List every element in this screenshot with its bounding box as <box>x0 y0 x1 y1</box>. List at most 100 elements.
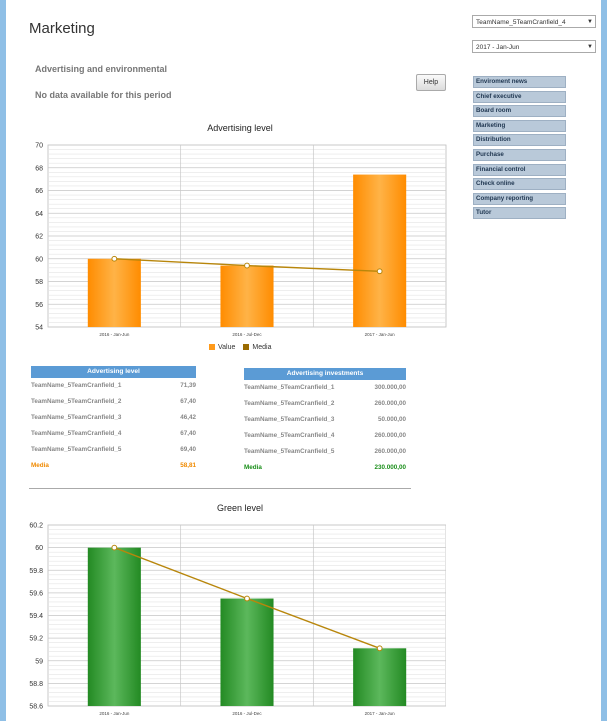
bar <box>353 174 407 327</box>
y-tick-label: 59 <box>35 658 43 665</box>
team-name: TeamName_5TeamCranfield_3 <box>244 416 335 423</box>
y-tick-label: 59.4 <box>29 613 43 620</box>
team-select[interactable]: TeamName_5TeamCranfield_4 ▼ <box>472 15 596 28</box>
page-title: Marketing <box>29 20 95 37</box>
period-select-value: 2017 - Jan-Jun <box>476 44 520 51</box>
value-swatch-icon <box>209 344 215 351</box>
team-select-value: TeamName_5TeamCranfield_4 <box>476 19 566 26</box>
y-tick-label: 58 <box>35 279 43 286</box>
media-value: 58,81 <box>180 462 196 469</box>
y-tick-label: 56 <box>35 302 43 309</box>
section-divider <box>29 488 411 489</box>
media-label: Media <box>244 464 262 471</box>
chart-legend: Value Media <box>209 344 271 351</box>
row-value: 260.000,00 <box>374 400 406 407</box>
y-tick-label: 66 <box>35 188 43 195</box>
bar <box>353 648 407 706</box>
table-row: TeamName_5TeamCranfield_1 71,39 <box>31 378 196 394</box>
row-value: 300.000,00 <box>374 384 406 391</box>
y-tick-label: 59.6 <box>29 590 43 597</box>
media-swatch-icon <box>243 344 250 351</box>
media-point <box>244 262 250 269</box>
right-window-edge <box>601 0 607 721</box>
y-tick-label: 68 <box>35 165 43 172</box>
y-tick-label: 58.8 <box>29 681 43 688</box>
media-row: Media 58,81 <box>31 458 196 474</box>
row-value: 46,42 <box>180 414 196 421</box>
section-subtitle: Advertising and environmental <box>35 64 168 74</box>
y-tick-label: 64 <box>35 211 43 218</box>
row-value: 67,40 <box>180 398 196 405</box>
legend-item-value: Value <box>209 344 235 351</box>
y-tick-label: 59.2 <box>29 636 43 643</box>
nav-item-check-online[interactable]: Check online <box>473 178 566 191</box>
y-tick-label: 60 <box>35 256 43 263</box>
media-value: 230.000,00 <box>374 464 406 471</box>
table-row: TeamName_5TeamCranfield_2 260.000,00 <box>244 396 406 412</box>
chart-title-green-level: Green level <box>216 503 264 513</box>
legend-value-label: Value <box>218 344 236 351</box>
table-header: Advertising level <box>31 366 196 378</box>
nav-item-chief-executive[interactable]: Chief executive <box>473 90 566 103</box>
left-window-edge <box>0 0 6 721</box>
team-name: TeamName_5TeamCranfield_3 <box>31 414 122 421</box>
media-point <box>376 645 383 652</box>
team-name: TeamName_5TeamCranfield_5 <box>244 448 335 455</box>
table-row: TeamName_5TeamCranfield_4 260.000,00 <box>244 428 406 444</box>
y-tick-label: 60 <box>35 545 43 552</box>
green-level-chart: 58.6 58.8 59 59.2 59.4 59.6 59.8 60 60.2 2016 - J… <box>29 523 446 716</box>
nav-item-financial-control[interactable]: Financial control <box>473 163 566 176</box>
table-row: TeamName_5TeamCranfield_4 67,40 <box>31 426 196 442</box>
nav-item-board-room[interactable]: Board room <box>473 105 566 118</box>
media-row: Media 230.000,00 <box>244 460 406 476</box>
chart-title-advertising-level: Advertising level <box>207 123 273 133</box>
table-row: TeamName_5TeamCranfield_5 69,40 <box>31 442 196 458</box>
period-select[interactable]: 2017 - Jan-Jun ▼ <box>472 40 596 53</box>
advertising-level-table: Advertising level TeamName_5TeamCranfiel… <box>31 366 196 474</box>
chevron-down-icon: ▼ <box>587 19 593 25</box>
y-tick-label: 60.2 <box>29 523 43 530</box>
team-name: TeamName_5TeamCranfield_4 <box>244 432 335 439</box>
y-tick-label: 70 <box>35 143 43 150</box>
nav-item-marketing[interactable]: Marketing <box>473 119 566 132</box>
x-tick-label: 2016 - Jan-Jun <box>99 332 130 337</box>
nav-item-tutor[interactable]: Tutor <box>473 207 566 220</box>
y-tick-label: 54 <box>35 325 43 332</box>
table-row: TeamName_5TeamCranfield_3 46,42 <box>31 410 196 426</box>
x-tick-label: 2017 - Jan-Jun <box>365 332 396 337</box>
team-name: TeamName_5TeamCranfield_1 <box>244 384 335 391</box>
nav-item-enviroment-news[interactable]: Enviroment news <box>473 76 566 88</box>
y-tick-label: 62 <box>35 234 43 241</box>
nav-item-company-reporting[interactable]: Company reporting <box>473 192 566 205</box>
nav-item-distribution[interactable]: Distribution <box>473 134 566 147</box>
table-row: TeamName_5TeamCranfield_3 50.000,00 <box>244 412 406 428</box>
media-point <box>111 544 118 551</box>
row-value: 67,40 <box>180 430 196 437</box>
row-value: 260.000,00 <box>374 448 406 455</box>
team-name: TeamName_5TeamCranfield_4 <box>31 430 122 437</box>
no-data-message: No data available for this period <box>35 90 172 100</box>
side-menu: Enviroment news Chief executive Board ro… <box>473 76 566 222</box>
row-value: 69,40 <box>180 446 196 453</box>
help-button[interactable]: Help <box>416 74 446 91</box>
row-value: 260.000,00 <box>374 432 406 439</box>
team-name: TeamName_5TeamCranfield_2 <box>31 398 122 405</box>
media-point <box>376 268 383 275</box>
x-tick-label: 2016 - Jul-Dec <box>232 711 262 716</box>
y-tick-label: 59.8 <box>29 568 43 575</box>
chevron-down-icon: ▼ <box>587 44 593 50</box>
y-tick-label: 58.6 <box>29 704 43 711</box>
media-point <box>111 255 118 262</box>
advertising-level-chart: 54 56 58 60 62 64 66 68 70 2016 - Jan-Jun 2016 - J… <box>35 143 447 337</box>
team-name: TeamName_5TeamCranfield_5 <box>31 446 122 453</box>
nav-item-purchase[interactable]: Purchase <box>473 148 566 161</box>
row-value: 50.000,00 <box>377 416 406 423</box>
legend-item-media: Media <box>243 344 271 351</box>
table-header: Advertising investments <box>244 368 406 380</box>
advertising-investments-table: Advertising investments TeamName_5TeamCr… <box>244 368 406 476</box>
media-label: Media <box>31 462 49 469</box>
table-row: TeamName_5TeamCranfield_1 300.000,00 <box>244 380 406 396</box>
table-row: TeamName_5TeamCranfield_5 260.000,00 <box>244 444 406 460</box>
x-tick-label: 2016 - Jan-Jun <box>99 711 130 716</box>
team-name: TeamName_5TeamCranfield_2 <box>244 400 335 407</box>
